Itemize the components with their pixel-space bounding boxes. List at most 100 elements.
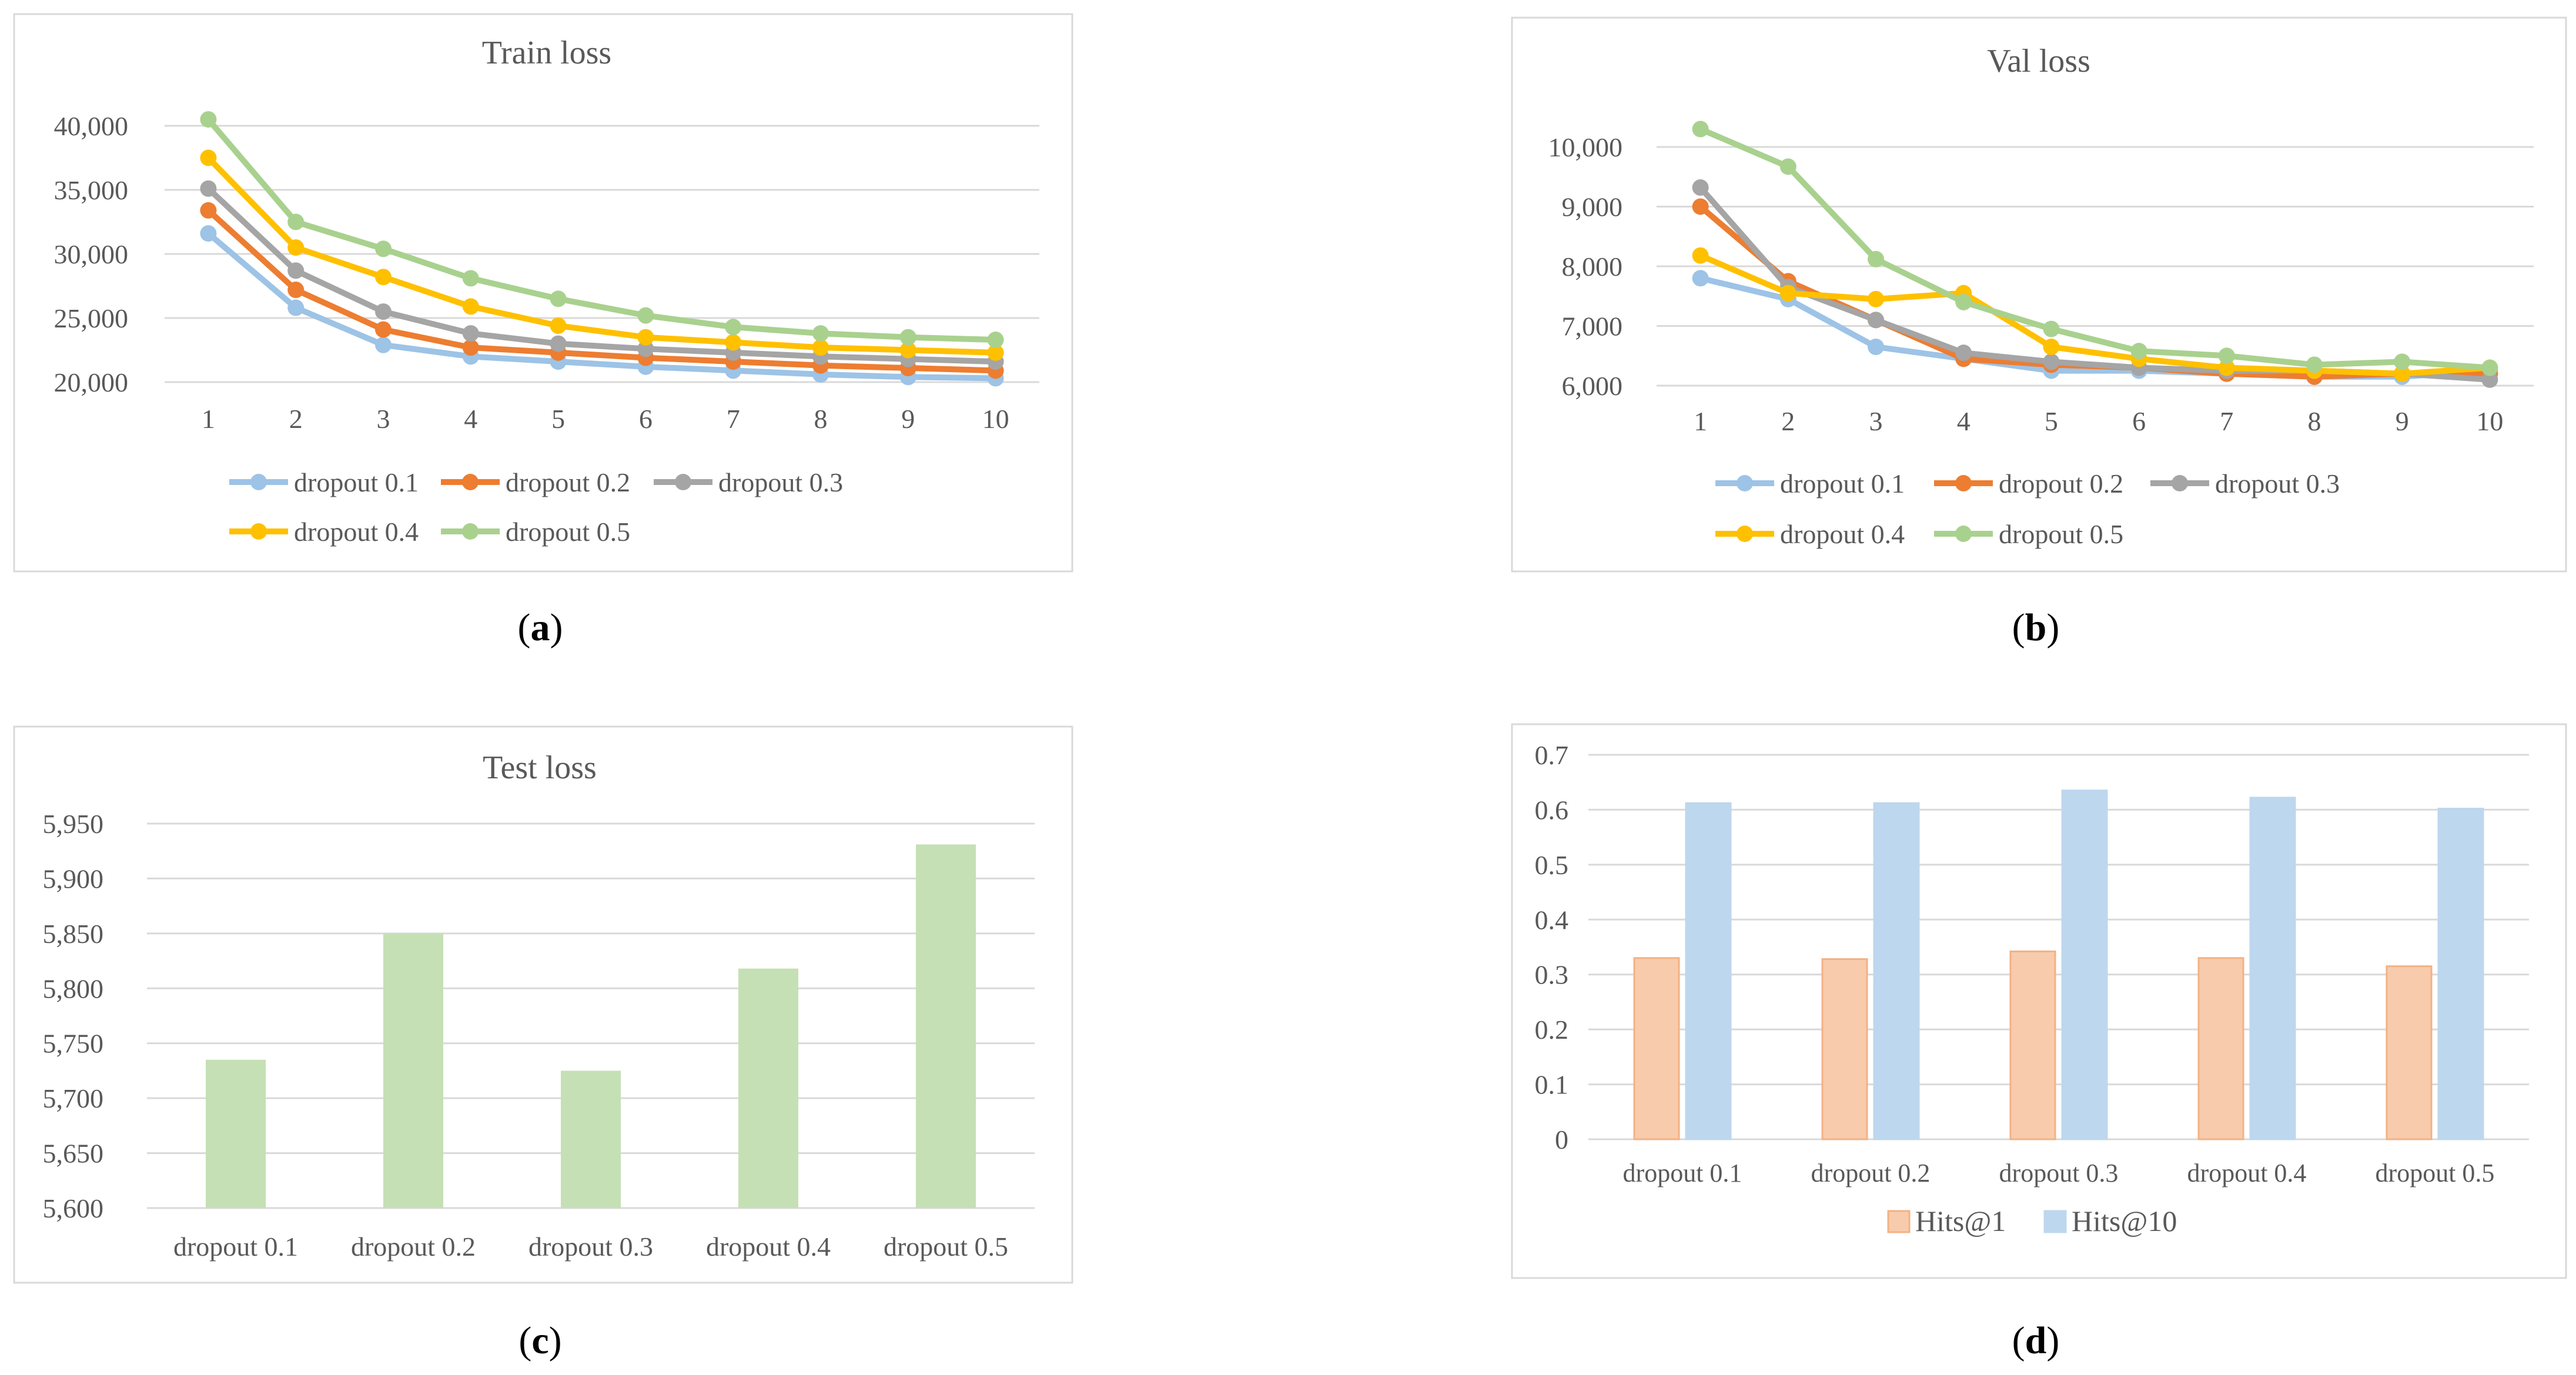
x-tick-label: 2	[1781, 406, 1795, 436]
y-tick-label: 0.4	[1535, 905, 1569, 935]
bar-hits-at-1	[2197, 957, 2244, 1140]
data-point	[375, 240, 392, 257]
x-tick-label: 10	[982, 404, 1009, 434]
data-point	[1779, 285, 1796, 302]
data-point	[2394, 365, 2411, 382]
y-tick-label: 5,850	[43, 919, 104, 949]
x-tick-label: 10	[2476, 406, 2503, 436]
bar-hits-at-1	[1633, 957, 1680, 1140]
data-point	[725, 334, 742, 351]
legend-marker	[250, 474, 267, 490]
bar	[738, 968, 798, 1208]
x-tick-label: 1	[1694, 406, 1707, 436]
legend-marker	[675, 474, 691, 490]
bar	[561, 1070, 621, 1208]
x-tick-label: 5	[2045, 406, 2058, 436]
panel-val-loss: Val loss 6,000 7,000 8,000 9,000 10,000 1 2 3 4 5…	[1511, 16, 2567, 573]
data-point	[287, 213, 305, 230]
legend-label: Hits@10	[2072, 1205, 2177, 1237]
caption-c: (c)	[518, 1319, 561, 1362]
data-point	[1692, 198, 1709, 215]
data-point	[287, 262, 305, 279]
y-tick-label: 0.6	[1535, 795, 1569, 825]
data-point	[2043, 339, 2060, 356]
y-tick-label: 10,000	[1548, 132, 1623, 162]
data-point	[2130, 343, 2147, 360]
legend-label: dropout 0.1	[294, 467, 419, 497]
legend-label: dropout 0.3	[718, 467, 843, 497]
x-tick-label: dropout 0.2	[1811, 1159, 1931, 1187]
data-point	[1868, 312, 1884, 329]
data-point	[375, 321, 392, 338]
x-tick-label: dropout 0.3	[528, 1232, 653, 1262]
data-point	[1868, 339, 1884, 356]
data-point	[200, 111, 217, 128]
bar-hits-at-10	[2061, 789, 2108, 1140]
y-tick-label: 0.5	[1535, 850, 1569, 880]
data-point	[287, 282, 305, 299]
bar	[206, 1059, 266, 1208]
series-line	[205, 230, 999, 382]
legend-label: Hits@1	[1915, 1205, 2006, 1237]
x-tick-label: dropout 0.2	[351, 1232, 476, 1262]
data-point	[1955, 293, 1972, 310]
x-tick-label: 7	[2220, 406, 2233, 436]
data-point	[2043, 353, 2060, 370]
legend-marker	[1955, 475, 1972, 491]
data-point	[2218, 347, 2235, 364]
data-point	[375, 269, 392, 286]
data-point	[812, 339, 829, 356]
caption-d: (d)	[2012, 1319, 2060, 1362]
panel-train-loss: Train loss 20,000 25,000 30,000 35,000 40,00…	[13, 13, 1073, 573]
x-tick-label: dropout 0.3	[1999, 1159, 2119, 1187]
data-point	[462, 270, 479, 287]
legend-swatch	[1887, 1210, 1911, 1233]
y-tick-label: 35,000	[54, 175, 129, 205]
x-tick-label: 6	[639, 404, 653, 434]
x-tick-label: 4	[464, 404, 477, 434]
bar-hits-at-10	[1873, 802, 1920, 1140]
x-tick-label: 8	[2308, 406, 2321, 436]
data-point	[550, 317, 567, 334]
data-point	[2218, 359, 2235, 376]
y-tick-label: 0.7	[1535, 740, 1569, 770]
data-point	[462, 339, 479, 356]
legend-label: dropout 0.5	[1999, 519, 2123, 549]
data-point	[1868, 290, 1884, 307]
data-point	[200, 225, 217, 242]
x-tick-label: dropout 0.4	[706, 1232, 831, 1262]
x-tick-label: 1	[202, 404, 215, 434]
data-point	[462, 325, 479, 342]
y-tick-label: 8,000	[1562, 252, 1623, 282]
caption-a: (a)	[518, 606, 563, 649]
legend-label: dropout 0.1	[1780, 469, 1905, 499]
data-point	[2306, 356, 2323, 373]
data-point	[1779, 158, 1796, 175]
series-line	[1697, 252, 2493, 377]
y-tick-label: 20,000	[54, 367, 129, 397]
legend-label: dropout 0.4	[1780, 519, 1905, 549]
data-point	[1692, 179, 1709, 196]
data-point	[1868, 250, 1884, 267]
y-tick-label: 25,000	[54, 303, 129, 333]
data-point	[812, 325, 829, 342]
y-tick-label: 0.2	[1535, 1015, 1569, 1045]
x-tick-label: 2	[289, 404, 303, 434]
data-point	[899, 342, 916, 359]
bar-hits-at-1	[2386, 965, 2433, 1140]
x-tick-label: dropout 0.1	[1623, 1159, 1742, 1187]
data-point	[462, 298, 479, 315]
data-point	[200, 202, 217, 219]
data-point	[899, 329, 916, 346]
legend-swatch	[2043, 1210, 2067, 1233]
bar-hits-at-1	[2009, 950, 2056, 1140]
bar	[916, 844, 976, 1208]
legend-label: dropout 0.5	[506, 517, 630, 547]
y-tick-label: 9,000	[1562, 192, 1623, 222]
legend-marker	[1737, 526, 1753, 542]
x-tick-label: 3	[1869, 406, 1883, 436]
data-point	[1692, 121, 1709, 138]
chart-frame	[1511, 16, 2567, 573]
x-tick-label: 7	[727, 404, 740, 434]
